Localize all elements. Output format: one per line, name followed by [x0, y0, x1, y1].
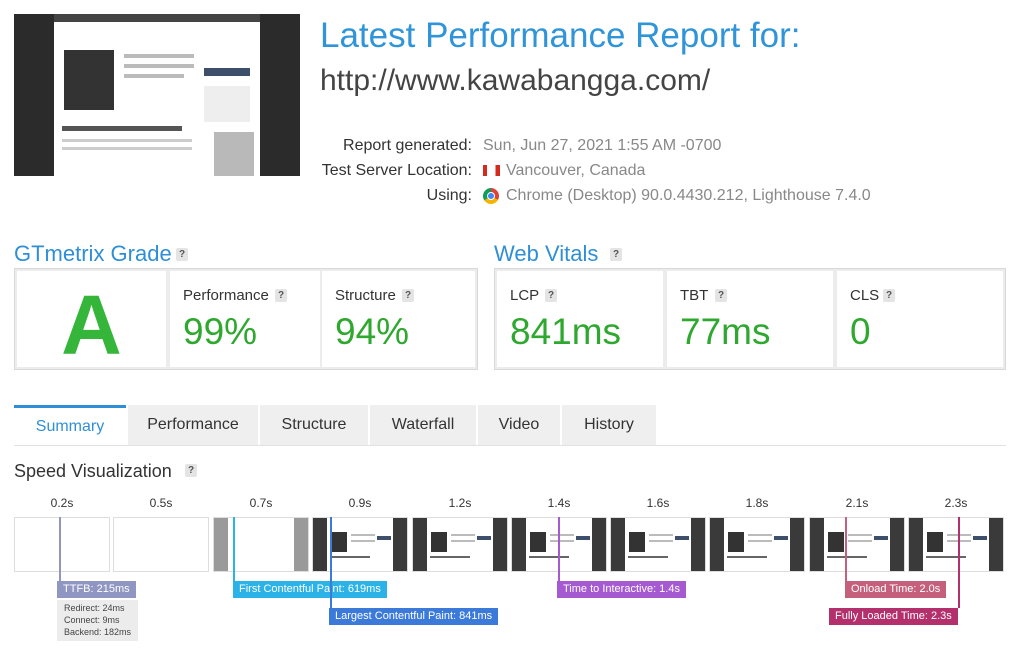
frame-time: 0.2s [50, 496, 74, 510]
marker-line [558, 517, 560, 581]
frame-time: 1.4s [547, 496, 571, 510]
frame-time: 0.7s [249, 496, 273, 510]
frame-time: 1.6s [646, 496, 670, 510]
metric-value: 77ms [680, 311, 771, 352]
frame-page [824, 518, 890, 571]
marker-label: Onload Time: 2.0s [845, 581, 947, 598]
tab-bar-line [14, 445, 1006, 446]
grade-cell: A [17, 271, 166, 372]
marker-label: Time to Interactive: 1.4s [557, 581, 686, 598]
filmstrip-frame [113, 517, 209, 572]
report-label: Using: [426, 187, 472, 204]
frame-time: 0.9s [348, 496, 372, 510]
metric-label: Structure [335, 287, 396, 304]
section-title: Speed Visualization [14, 461, 172, 481]
marker-label: TTFB: 215ms [57, 581, 136, 598]
tab[interactable]: Structure [260, 405, 368, 445]
metric-value: 841ms [510, 311, 622, 352]
marker-label: Fully Loaded Time: 2.3s [829, 608, 958, 625]
frame-page [625, 518, 691, 571]
report-url: http://www.kawabangga.com/ [320, 64, 711, 97]
metric-value: 94% [335, 311, 410, 352]
report-value: Vancouver, Canada [506, 162, 646, 179]
metric-label: CLS [850, 287, 880, 304]
ttfb-detail: Redirect: 24ms [64, 603, 125, 613]
frame-page [327, 518, 393, 571]
ttfb-detail: Connect: 9ms [64, 615, 120, 625]
marker-line [845, 517, 847, 581]
section-title: Web Vitals [494, 241, 599, 266]
tab[interactable]: History [562, 405, 656, 445]
ttfb-detail: Backend: 182ms [64, 627, 132, 637]
metric-value: 0 [850, 311, 871, 352]
frame-page [724, 518, 790, 571]
metric-cell: TBT ? 77ms [667, 271, 833, 367]
vitals-box: LCP ? 841ms TBT ? 77ms CLS ? 0 [494, 268, 1006, 370]
help-icon[interactable]: ? [185, 464, 197, 477]
filmstrip-frame [709, 517, 805, 572]
marker-label: Largest Contentful Paint: 841ms [329, 608, 499, 625]
frame-page [923, 518, 989, 571]
frame-time: 2.3s [944, 496, 968, 510]
help-icon[interactable]: ? [883, 289, 895, 302]
marker-line [330, 517, 332, 608]
metric-label: LCP [510, 287, 540, 304]
metric-value: 99% [183, 311, 258, 352]
marker-line [59, 517, 61, 581]
filmstrip-frame [908, 517, 1004, 572]
report-label: Report generated: [343, 137, 472, 154]
tab[interactable]: Summary [14, 405, 126, 445]
help-icon[interactable]: ? [610, 248, 622, 261]
report-label: Test Server Location: [321, 162, 472, 179]
tab[interactable]: Performance [128, 405, 258, 445]
frame-time: 1.8s [745, 496, 769, 510]
tab[interactable]: Video [478, 405, 560, 445]
marker-line [958, 517, 960, 608]
help-icon[interactable]: ? [176, 248, 188, 261]
help-icon[interactable]: ? [715, 289, 727, 302]
filmstrip-frame [213, 517, 309, 572]
metric-cell: CLS ? 0 [837, 271, 1003, 367]
filmstrip-frame [809, 517, 905, 572]
frame-time: 1.2s [448, 496, 472, 510]
metric-cell: LCP ? 841ms [497, 271, 663, 367]
help-icon[interactable]: ? [402, 289, 414, 302]
frame-page [228, 518, 294, 571]
report-title: Latest Performance Report for: [320, 16, 801, 55]
frame-time: 2.1s [845, 496, 869, 510]
ttfb-details [57, 600, 138, 641]
grade-box: A Performance ? 99% Structure ? 94% [14, 268, 478, 372]
filmstrip-frame [610, 517, 706, 572]
help-icon[interactable]: ? [545, 289, 557, 302]
metric-label: TBT [680, 287, 709, 304]
filmstrip-frame [412, 517, 508, 572]
metric-cell: Structure ? 94% [322, 271, 475, 367]
filmstrip-frame [312, 517, 408, 572]
report-value: Sun, Jun 27, 2021 1:55 AM -0700 [483, 137, 722, 154]
site-thumbnail [14, 14, 300, 176]
flag-icon [483, 165, 500, 176]
metric-cell: Performance ? 99% [170, 271, 320, 367]
section-title: GTmetrix Grade [14, 241, 172, 266]
frame-page [427, 518, 493, 571]
metric-label: Performance [183, 287, 269, 304]
marker-label: First Contentful Paint: 619ms [233, 581, 387, 598]
frame-time: 0.5s [149, 496, 173, 510]
chrome-icon [483, 188, 499, 204]
filmstrip-frame [14, 517, 110, 572]
help-icon[interactable]: ? [275, 289, 287, 302]
report-value: Chrome (Desktop) 90.0.4430.212, Lighthou… [506, 187, 871, 204]
marker-line [233, 517, 235, 581]
grade-letter: A [61, 278, 122, 372]
tab[interactable]: Waterfall [370, 405, 476, 445]
